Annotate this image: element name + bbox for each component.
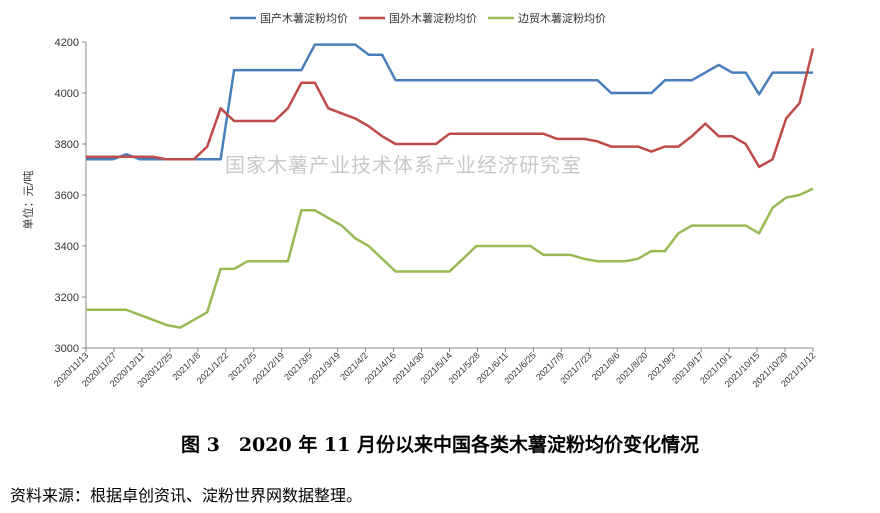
watermark: 国家木薯产业技术体系产业经济研究室: [225, 153, 582, 177]
legend-label-3: 边贸木薯淀粉均价: [518, 11, 606, 25]
source-note: 资料来源：根据卓创资讯、淀粉世界网数据整理。: [10, 486, 363, 505]
legend: 国产木薯淀粉均价 国外木薯淀粉均价 边贸木薯淀粉均价: [230, 11, 606, 25]
y-tick-label: 3000: [55, 343, 79, 355]
y-tick-label: 3200: [55, 292, 79, 304]
y-tick-label: 3600: [55, 190, 79, 202]
y-tick-label: 3800: [55, 139, 79, 151]
series-line-1: [86, 43, 813, 161]
series-lines: [86, 43, 815, 329]
y-tick-label: 4000: [55, 88, 79, 100]
axes: 30003200340036003800400042002020/11/1320…: [52, 37, 817, 389]
chart-svg: 国产木薯淀粉均价 国外木薯淀粉均价 边贸木薯淀粉均价 单位：元/吨 3000 3200…: [21, 11, 817, 389]
legend-label-1: 国产木薯淀粉均价: [260, 11, 348, 25]
series-line-2: [86, 48, 815, 169]
series-line-3: [86, 187, 814, 329]
y-tick-label: 4200: [55, 37, 79, 49]
legend-label-2: 国外木薯淀粉均价: [389, 11, 477, 25]
figure-caption: 图 3 2020 年 11 月份以来中国各类木薯淀粉均价变化情况: [180, 434, 699, 456]
y-axis-label: 单位：元/吨: [21, 171, 35, 230]
y-tick-label: 3400: [55, 241, 79, 253]
